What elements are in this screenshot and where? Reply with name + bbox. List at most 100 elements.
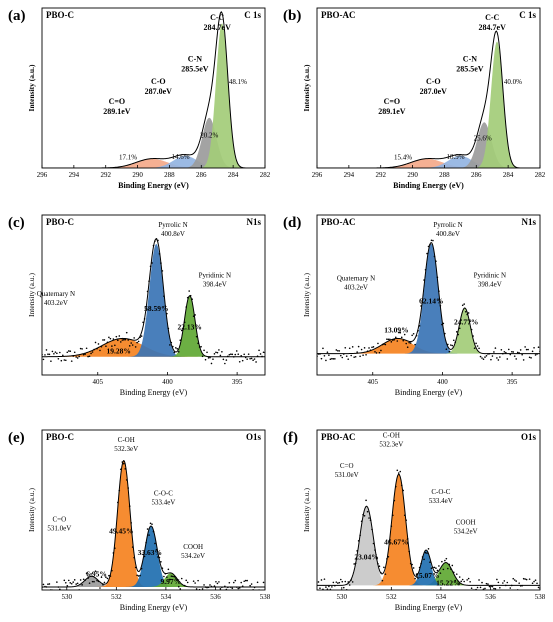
data-point <box>143 555 146 558</box>
data-point <box>512 351 515 353</box>
data-point <box>357 540 360 542</box>
data-point <box>338 350 341 352</box>
data-point <box>209 356 211 359</box>
data-point <box>161 567 164 569</box>
data-point <box>115 335 118 338</box>
data-point <box>417 329 419 332</box>
data-point <box>497 359 500 361</box>
data-point <box>496 357 498 359</box>
peak-label-name: C-OH <box>383 432 400 440</box>
data-point <box>249 584 251 587</box>
data-point <box>331 357 333 360</box>
data-point <box>424 551 427 554</box>
peak-label-energy: 403.2eV <box>44 299 68 307</box>
data-point <box>378 351 381 354</box>
data-point <box>499 356 501 358</box>
data-point <box>139 574 141 577</box>
data-point <box>342 353 345 355</box>
data-point <box>331 586 333 588</box>
component-percent-label: 9.97% <box>161 577 182 586</box>
component-percent-label: 15.07% <box>415 571 439 580</box>
data-point <box>249 357 251 360</box>
data-point <box>447 567 449 570</box>
x-tick-label: 395 <box>507 378 518 386</box>
data-point <box>128 505 131 507</box>
data-point <box>81 348 83 350</box>
data-point <box>243 353 245 356</box>
data-point <box>380 571 382 574</box>
data-point <box>238 587 241 589</box>
region-label: C 1s <box>519 10 536 20</box>
data-point <box>494 347 497 349</box>
data-point <box>505 351 507 354</box>
data-point <box>536 353 538 355</box>
data-point <box>55 591 57 593</box>
data-point <box>252 359 254 362</box>
component-area-c-o <box>317 158 540 168</box>
data-point <box>400 336 403 339</box>
data-point <box>172 345 174 348</box>
data-point <box>145 307 147 309</box>
panel-b: 296 294 292 290 288 286 284 282 Binding Energy (… <box>283 7 546 190</box>
data-point <box>125 331 128 334</box>
data-point <box>75 356 77 358</box>
data-point <box>247 353 250 355</box>
data-point <box>103 581 106 584</box>
data-point <box>317 353 320 355</box>
data-point <box>70 582 73 585</box>
data-point <box>444 332 446 335</box>
data-point <box>384 573 387 575</box>
data-point <box>510 350 513 353</box>
data-point <box>54 351 57 353</box>
data-point <box>51 350 54 353</box>
data-point <box>438 565 440 567</box>
data-point <box>131 344 134 346</box>
peak-label-name: C-OH <box>118 436 135 444</box>
data-point <box>158 253 161 255</box>
data-point <box>219 354 222 357</box>
data-point <box>487 353 489 355</box>
plot-area-e <box>42 459 265 593</box>
data-point <box>44 354 46 356</box>
data-point <box>48 353 51 356</box>
data-point <box>515 358 518 360</box>
data-point <box>531 350 534 353</box>
data-point <box>106 341 109 344</box>
data-point <box>438 290 440 292</box>
x-tick-label: 286 <box>471 171 482 179</box>
data-point <box>186 581 189 584</box>
data-point <box>148 534 150 536</box>
data-point <box>362 354 364 356</box>
data-point <box>45 349 48 351</box>
data-point <box>183 584 186 587</box>
peak-label-name: Pyrrolic N <box>433 221 462 229</box>
data-point <box>406 346 409 348</box>
envelope-line-a <box>42 10 265 168</box>
data-point <box>94 341 97 344</box>
data-point <box>448 563 451 566</box>
data-point <box>142 553 144 556</box>
data-point <box>99 349 101 352</box>
data-point <box>518 352 520 354</box>
data-point <box>522 577 525 580</box>
data-point <box>157 556 159 558</box>
data-point <box>383 566 385 569</box>
panel-label: (e) <box>8 430 25 446</box>
data-point <box>212 358 214 360</box>
data-point <box>119 468 122 471</box>
peak-label-energy: 534.2eV <box>181 552 205 560</box>
data-point <box>503 580 506 582</box>
data-point <box>146 290 149 293</box>
region-label: O1s <box>246 432 262 442</box>
data-point <box>176 347 179 350</box>
data-point <box>228 353 231 356</box>
data-point <box>439 572 442 574</box>
data-point <box>507 348 510 351</box>
data-point <box>525 348 528 351</box>
component-area-pyrrolic-n <box>317 244 540 354</box>
data-point <box>423 558 425 561</box>
data-point <box>60 359 63 362</box>
data-point <box>478 579 480 581</box>
x-tick-label: 294 <box>69 171 80 179</box>
peak-label-energy: 531.0eV <box>47 524 71 532</box>
